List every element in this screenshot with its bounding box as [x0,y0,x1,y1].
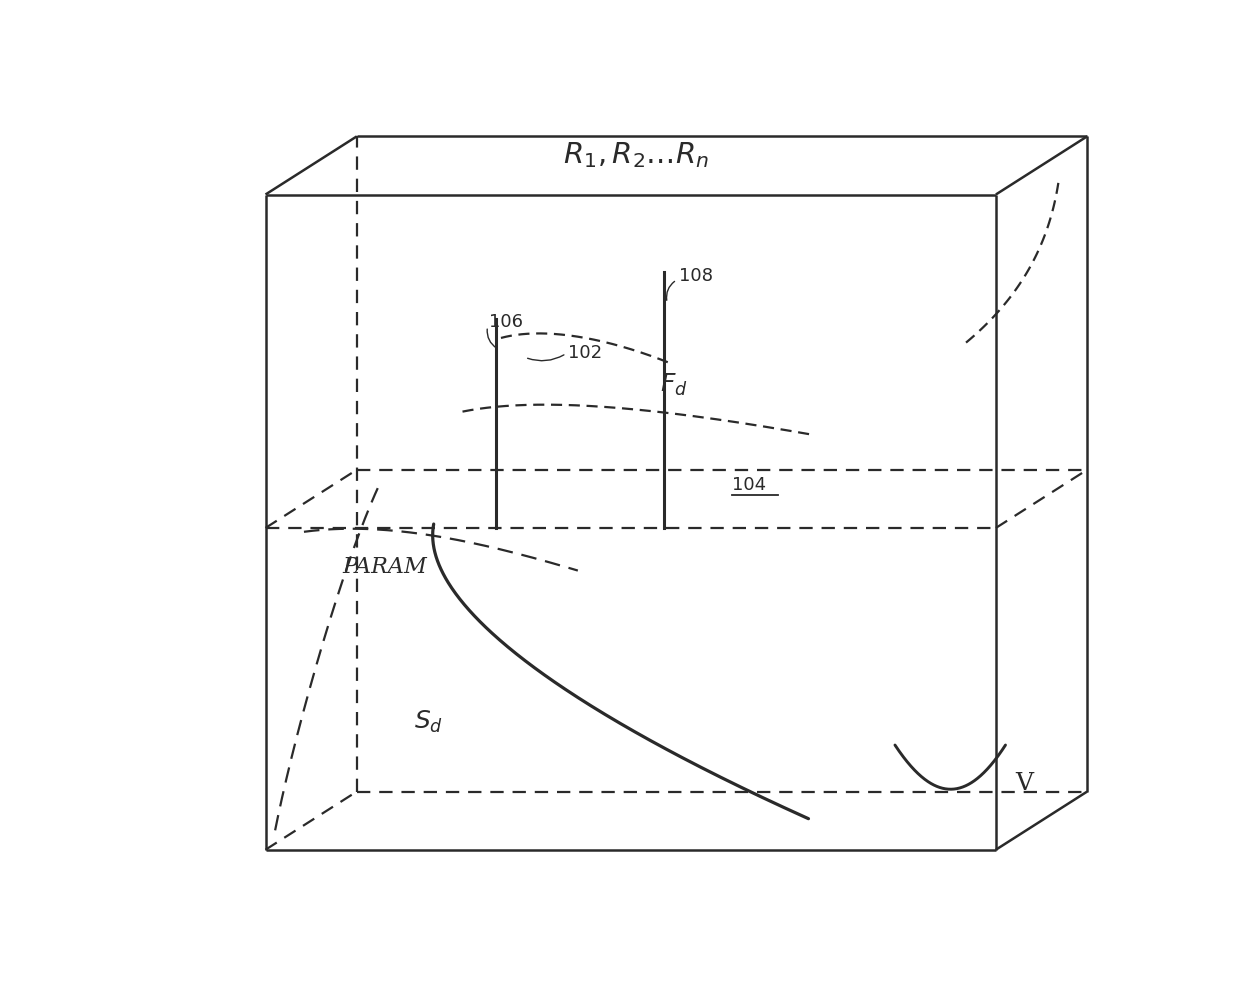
Text: 104: 104 [732,476,766,494]
Text: 106: 106 [490,313,523,331]
Text: 108: 108 [678,267,713,285]
Text: 102: 102 [568,344,603,363]
Text: PARAM: PARAM [342,556,427,578]
Text: V: V [1016,772,1033,796]
Text: $R_1,R_2 \ldots R_n$: $R_1,R_2 \ldots R_n$ [563,140,708,170]
Text: $S_d$: $S_d$ [414,709,444,735]
Text: $F_d$: $F_d$ [660,372,687,398]
